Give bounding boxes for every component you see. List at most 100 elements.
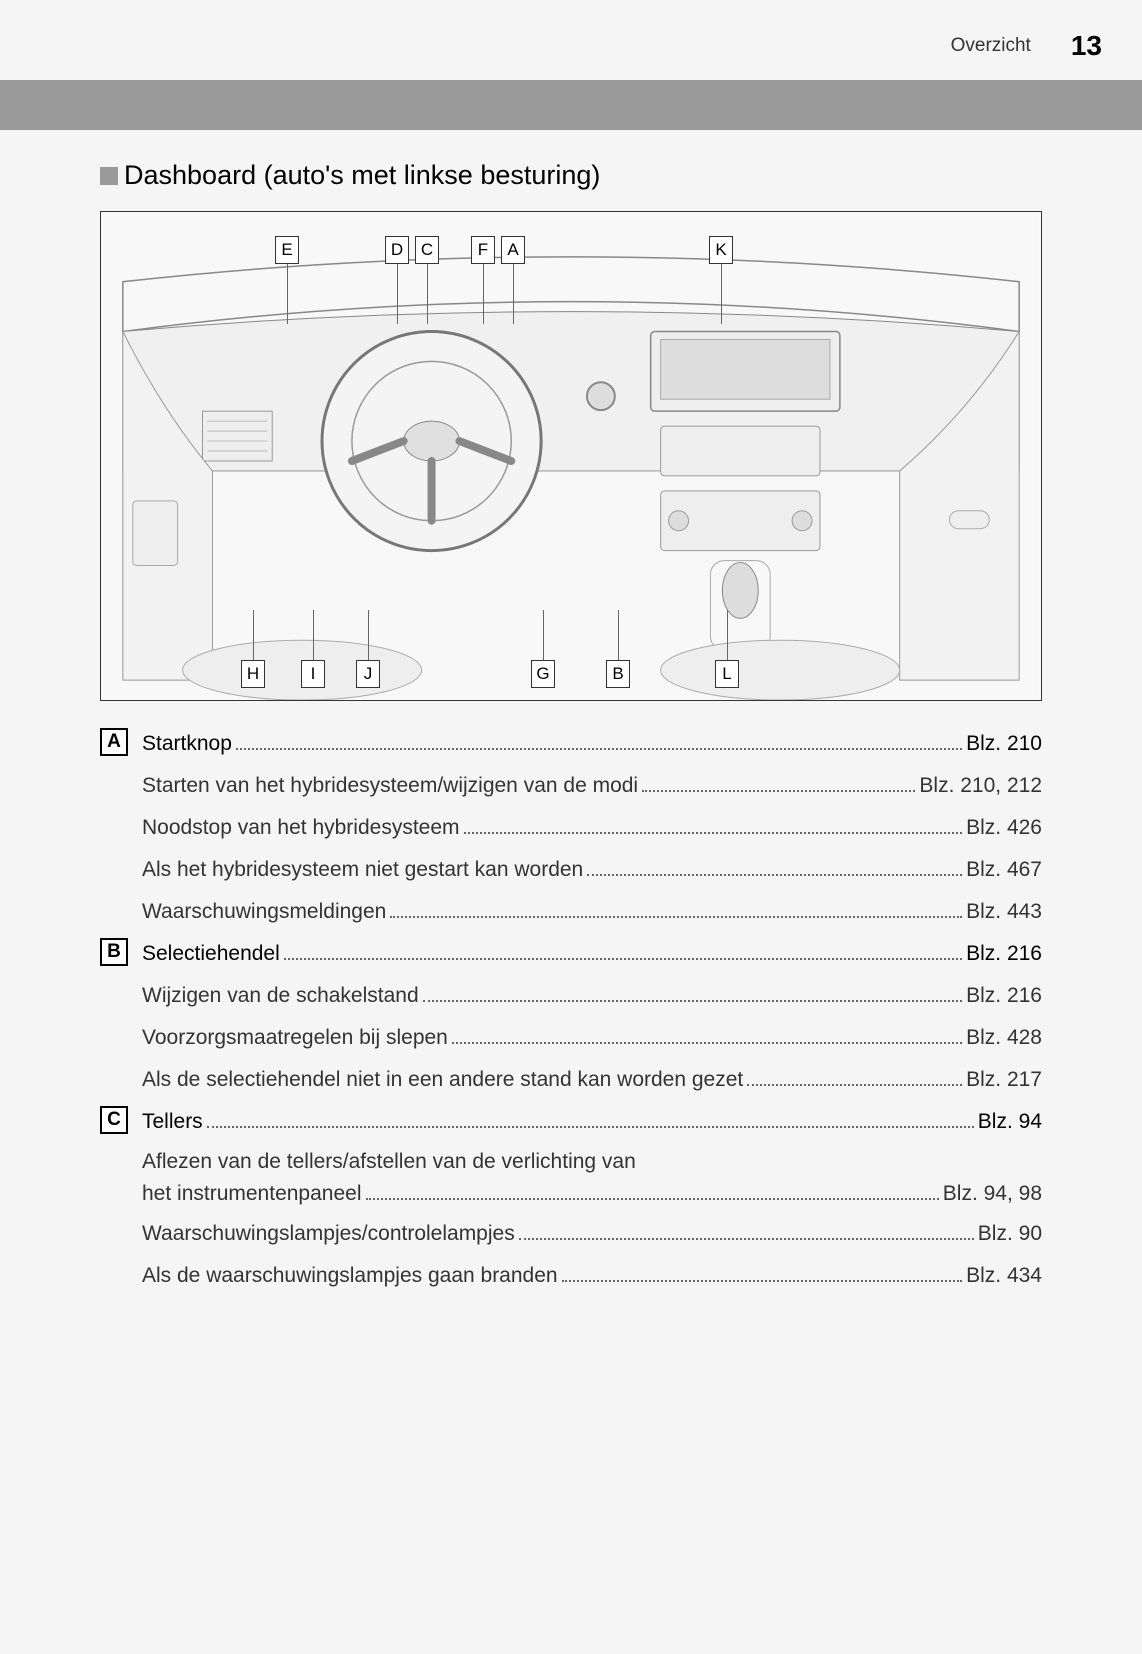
entry-page: Blz. 216 bbox=[966, 978, 1042, 1014]
callout-leader-line bbox=[513, 264, 514, 324]
diagram-callout-C: C bbox=[415, 236, 439, 264]
leader-dots bbox=[452, 1042, 962, 1044]
page-header: Overzicht 13 bbox=[0, 0, 1142, 80]
leader-dots bbox=[423, 1000, 962, 1002]
callout-leader-line bbox=[313, 610, 314, 660]
dashboard-diagram: E DC FA K H I J G B L bbox=[100, 211, 1042, 701]
callout-leader-line bbox=[287, 264, 288, 324]
index-entry-line: Starten van het hybridesysteem/wijzigen … bbox=[142, 768, 1042, 804]
entry-page: Blz. 210, 212 bbox=[919, 768, 1042, 804]
heading-text: Dashboard (auto's met linkse besturing) bbox=[124, 160, 600, 191]
entry-page: Blz. 217 bbox=[966, 1062, 1042, 1098]
index-section: A Startknop Blz. 210 bbox=[100, 726, 1042, 762]
entry-text: Noodstop van het hybridesysteem bbox=[142, 810, 460, 846]
index-entry-line: Als de waarschuwingslampjes gaan branden… bbox=[142, 1258, 1042, 1294]
entry-page: Blz. 216 bbox=[966, 936, 1042, 972]
entry-text: Waarschuwingsmeldingen bbox=[142, 894, 386, 930]
diagram-callout-K: K bbox=[709, 236, 733, 264]
entry-text: Voorzorgsmaatregelen bij slepen bbox=[142, 1020, 448, 1056]
entry-text: Selectiehendel bbox=[142, 936, 280, 972]
bullet-square-icon bbox=[100, 167, 118, 185]
leader-dots bbox=[207, 1126, 974, 1128]
index-entry-line: Voorzorgsmaatregelen bij slepen Blz. 428 bbox=[142, 1020, 1042, 1056]
index-entry: Noodstop van het hybridesysteem Blz. 426 bbox=[100, 810, 1042, 846]
index-entry: Als de selectiehendel niet in een andere… bbox=[100, 1062, 1042, 1098]
diagram-callout-H: H bbox=[241, 660, 265, 688]
index-entry: Als het hybridesysteem niet gestart kan … bbox=[100, 852, 1042, 888]
entry-text: Als de waarschuwingslampjes gaan branden bbox=[142, 1258, 558, 1294]
leader-dots bbox=[587, 874, 962, 876]
leader-dots bbox=[642, 790, 915, 792]
index-letter-box: B bbox=[100, 938, 128, 966]
entry-page: Blz. 443 bbox=[966, 894, 1042, 930]
index-letter-box: A bbox=[100, 728, 128, 756]
entry-page: Blz. 90 bbox=[978, 1216, 1042, 1252]
entry-page: Blz. 210 bbox=[966, 726, 1042, 762]
callout-leader-line bbox=[253, 610, 254, 660]
index-entry: Als de waarschuwingslampjes gaan branden… bbox=[100, 1258, 1042, 1294]
diagram-callout-D: D bbox=[385, 236, 409, 264]
callout-leader-line bbox=[483, 264, 484, 324]
index-entry: Wijzigen van de schakelstand Blz. 216 bbox=[100, 978, 1042, 1014]
section-heading: Dashboard (auto's met linkse besturing) bbox=[100, 160, 1042, 191]
index-entry-line: Wijzigen van de schakelstand Blz. 216 bbox=[142, 978, 1042, 1014]
leader-dots bbox=[747, 1084, 962, 1086]
index-entry-multiline: Aflezen van de tellers/afstellen van de … bbox=[142, 1146, 1042, 1210]
diagram-callout-L: L bbox=[715, 660, 739, 688]
diagram-callout-G: G bbox=[531, 660, 555, 688]
entry-text: Als het hybridesysteem niet gestart kan … bbox=[142, 852, 583, 888]
entry-page: Blz. 434 bbox=[966, 1258, 1042, 1294]
entry-text-line2: het instrumentenpaneel Blz. 94, 98 bbox=[142, 1178, 1042, 1210]
index-entry-line: Waarschuwingslampjes/controlelampjes Blz.… bbox=[142, 1216, 1042, 1252]
index-entry-line: Waarschuwingsmeldingen Blz. 443 bbox=[142, 894, 1042, 930]
entry-page: Blz. 426 bbox=[966, 810, 1042, 846]
index-entry: Aflezen van de tellers/afstellen van de … bbox=[100, 1146, 1042, 1210]
index-entry-line: Noodstop van het hybridesysteem Blz. 426 bbox=[142, 810, 1042, 846]
leader-dots bbox=[236, 748, 962, 750]
index-section: C TellersBlz. 94 bbox=[100, 1104, 1042, 1140]
index-heading-entry: Startknop Blz. 210 bbox=[142, 726, 1042, 762]
diagram-callout-B: B bbox=[606, 660, 630, 688]
entry-page: Blz. 467 bbox=[966, 852, 1042, 888]
entry-text: Wijzigen van de schakelstand bbox=[142, 978, 419, 1014]
leader-dots bbox=[390, 916, 962, 918]
diagram-callout-E: E bbox=[275, 236, 299, 264]
callout-leader-line bbox=[543, 610, 544, 660]
index-entry: Waarschuwingsmeldingen Blz. 443 bbox=[100, 894, 1042, 930]
diagram-callout-A: A bbox=[501, 236, 525, 264]
leader-dots bbox=[366, 1198, 939, 1200]
leader-dots bbox=[464, 832, 963, 834]
leader-dots bbox=[284, 958, 962, 960]
index-heading-entry: TellersBlz. 94 bbox=[142, 1104, 1042, 1140]
header-gray-bar bbox=[0, 80, 1142, 130]
callout-leader-line bbox=[427, 264, 428, 324]
dashboard-illustration bbox=[101, 212, 1041, 700]
entry-text: het instrumentenpaneel bbox=[142, 1178, 362, 1210]
diagram-callout-I: I bbox=[301, 660, 325, 688]
callout-leader-line bbox=[368, 610, 369, 660]
entry-text: Tellers bbox=[142, 1104, 203, 1140]
index-entry: Waarschuwingslampjes/controlelampjes Blz.… bbox=[100, 1216, 1042, 1252]
callout-leader-line bbox=[721, 264, 722, 324]
entry-text: Startknop bbox=[142, 726, 232, 762]
callout-leader-line bbox=[727, 610, 728, 660]
diagram-callout-F: F bbox=[471, 236, 495, 264]
index-heading-entry: Selectiehendel Blz. 216 bbox=[142, 936, 1042, 972]
entry-text: Als de selectiehendel niet in een andere… bbox=[142, 1062, 743, 1098]
entry-page: Blz. 428 bbox=[966, 1020, 1042, 1056]
entry-text: Starten van het hybridesysteem/wijzigen … bbox=[142, 768, 638, 804]
index-section: B Selectiehendel Blz. 216 bbox=[100, 936, 1042, 972]
entry-page: Blz. 94, 98 bbox=[943, 1178, 1042, 1210]
header-section-title: Overzicht bbox=[951, 35, 1031, 57]
leader-dots bbox=[519, 1238, 974, 1240]
entry-text-line1: Aflezen van de tellers/afstellen van de … bbox=[142, 1146, 1042, 1178]
entry-text: Waarschuwingslampjes/controlelampjes bbox=[142, 1216, 515, 1252]
index-letter-box: C bbox=[100, 1106, 128, 1134]
index-entry-line: Als de selectiehendel niet in een andere… bbox=[142, 1062, 1042, 1098]
diagram-callout-J: J bbox=[356, 660, 380, 688]
index-entry: Starten van het hybridesysteem/wijzigen … bbox=[100, 768, 1042, 804]
page-number: 13 bbox=[1071, 30, 1102, 62]
leader-dots bbox=[562, 1280, 963, 1282]
index-entry: Voorzorgsmaatregelen bij slepen Blz. 428 bbox=[100, 1020, 1042, 1056]
index-list: A Startknop Blz. 210 Starten van het hybrid… bbox=[100, 726, 1042, 1294]
